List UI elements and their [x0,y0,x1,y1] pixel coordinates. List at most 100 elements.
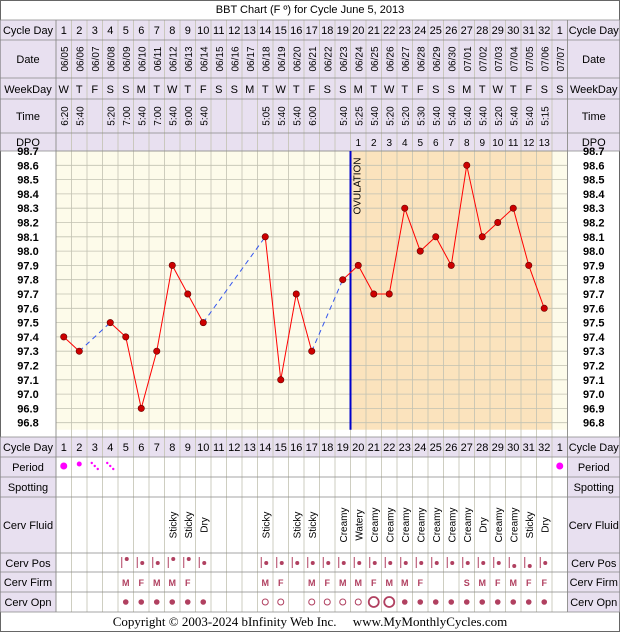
weekday-label: M [137,84,146,96]
temp-point [525,261,533,269]
y-tick-label: 96.9 [17,403,38,415]
period-marker [60,462,68,470]
y-tick-label: 97.8 [17,275,38,287]
y-tick-label: 98.3 [17,203,38,215]
cerv-opn-ring [354,598,362,606]
y-tick-label-right: 97.6 [583,303,604,315]
y-tick-label-right: 97.5 [583,318,604,330]
dpo-label: 5 [417,138,423,149]
cycle-day-label: 29 [492,25,504,37]
weekday-label: F [308,84,315,96]
temp-point [277,376,285,384]
cerv-fluid-label: Creamy [416,507,427,542]
date-label: 06/11 [153,46,164,71]
cerv-opn-dot [448,599,455,605]
temp-point [540,304,548,312]
period-marker-light [112,467,115,471]
weekday-label: T [370,84,377,96]
cerv-opn-ring [323,598,331,606]
date-label: 06/28 [416,46,427,71]
cycle-day-label: 22 [383,25,395,37]
cycle-day-label: 13 [244,25,256,37]
row-label-cycle-day: Cycle Day [3,25,54,37]
cycle-day-label-bottom: 32 [538,442,550,454]
weekday-label: T [76,84,83,96]
cycle-day-label: 16 [290,25,302,37]
temp-segment [109,322,127,338]
y-tick-label: 97.6 [17,303,38,315]
weekday-label: S [231,84,238,96]
date-label: 06/14 [199,46,210,71]
date-label: 06/10 [137,46,148,71]
temp-point [137,404,145,412]
cerv-opn-dot [417,599,424,605]
temp-point [385,290,393,298]
row-label-cerv-opn: Cerv Opn [4,597,51,609]
cycle-day-label: 17 [306,25,318,37]
cycle-day-label: 11 [213,25,224,37]
cycle-day-label: 18 [321,25,333,37]
cerv-opn-dot [138,599,145,605]
cycle-day-label-bottom: 3 [92,442,98,454]
cerv-pos-dot [341,561,346,565]
cycle-day-label-bottom: 7 [154,442,160,454]
cerv-fluid-label: Watery [354,509,365,540]
date-label: 06/17 [246,46,257,71]
time-label: 5:40 [478,106,489,126]
data-rows [60,461,564,608]
date-label: 06/07 [91,46,102,71]
cerv-fluid-label: Creamy [494,507,505,542]
header-band [0,40,620,78]
cycle-day-label: 31 [523,25,535,37]
cycle-day-label: 6 [138,25,144,37]
temp-point [153,347,161,355]
cerv-opn-ring [261,598,269,606]
temp-segment [171,265,189,295]
header-band [0,133,620,151]
row-label-right-dpo: DPO [582,137,606,149]
temp-segment [342,265,359,281]
weekday-label: S [448,84,455,96]
temp-gap-dashed [78,322,111,352]
cycle-day-label-bottom: 21 [368,442,380,454]
cerv-fluid-label: Creamy [509,507,520,542]
time-label: 5:25 [354,106,365,126]
weekday-label: S [432,84,439,96]
y-tick-label-right: 97.0 [583,389,604,401]
cycle-day-label-bottom: 31 [523,442,535,454]
temp-point [75,347,83,355]
temp-point [354,261,362,269]
date-label: 06/29 [432,46,443,71]
weekday-label: S [107,84,114,96]
cycle-day-label: 14 [259,25,271,37]
weekday-label: S [541,84,548,96]
cycle-day-label: 12 [228,25,240,37]
weekday-label: M [245,84,254,96]
cerv-firm-label: F [371,578,377,588]
cerv-fluid-label: Creamy [339,507,350,542]
y-tick-label: 97.5 [17,318,38,330]
lower-band [0,437,620,457]
cycle-day-label-bottom: 27 [461,442,473,454]
cycle-day-label: 1 [61,25,67,37]
y-tick-label-right: 98.7 [583,146,604,158]
header-band [0,99,620,133]
date-label: 06/25 [370,46,381,71]
date-label: 07/05 [525,46,536,71]
weekday-label: F [417,84,424,96]
period-marker-light [90,461,93,465]
period-marker [556,462,564,470]
y-tick-label: 98.6 [17,160,38,172]
temp-point [447,261,455,269]
weekday-label: M [462,84,471,96]
weekday-label: S [556,84,563,96]
cerv-pos-dot [264,561,269,565]
row-label-cerv-pos: Cerv Pos [5,558,51,570]
date-label: 07/01 [463,46,474,71]
time-label: 5:40 [277,106,288,126]
cerv-pos-dot [310,561,315,565]
time-label: 5:20 [401,106,412,126]
temp-segment [450,165,468,266]
cycle-day-label-bottom: 17 [306,442,318,454]
period-marker-light [93,464,96,468]
